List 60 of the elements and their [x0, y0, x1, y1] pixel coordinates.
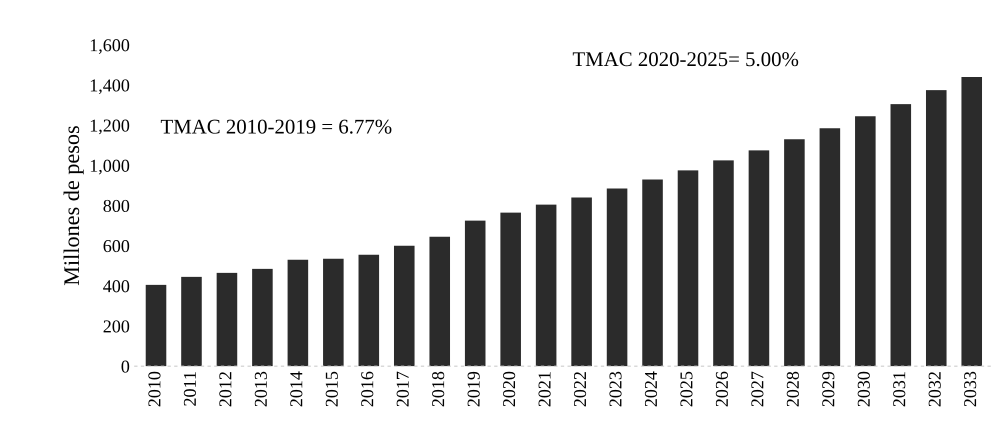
bar — [252, 268, 273, 366]
x-tick-label: 2017 — [396, 372, 409, 406]
x-tick-label: 2032 — [928, 372, 941, 406]
bar — [358, 254, 380, 366]
x-tick-label: 2033 — [964, 372, 976, 406]
bar — [642, 179, 663, 366]
y-axis-title: Millones de pesos — [64, 126, 84, 286]
bar — [464, 220, 486, 366]
x-tick-label: 2023 — [609, 372, 622, 406]
y-tick-label: 1,200 — [90, 120, 130, 134]
x-tick-label: 2019 — [468, 372, 480, 406]
x-tick-label: 2013 — [254, 372, 267, 406]
bar — [181, 276, 202, 366]
bar — [288, 260, 308, 366]
x-tick-label: 2015 — [326, 372, 338, 406]
bar — [820, 128, 840, 366]
bar — [890, 104, 912, 366]
y-tick-label: 200 — [104, 320, 130, 333]
annotation: TMAC 2020-2025= 5.00% — [572, 52, 798, 66]
bar — [429, 236, 450, 366]
x-tick-label: 2028 — [786, 372, 799, 406]
x-tick-label: 2029 — [822, 372, 834, 406]
bar — [394, 246, 415, 366]
bar — [571, 198, 592, 366]
bar — [323, 258, 344, 366]
x-tick-label: 2022 — [574, 372, 586, 406]
x-tick-label: 2026 — [716, 372, 728, 406]
x-tick-label: 2014 — [290, 371, 302, 406]
bar — [784, 139, 805, 366]
y-tick-label: 0 — [122, 360, 130, 373]
x-tick-label: 2031 — [893, 372, 906, 406]
bar — [961, 77, 982, 366]
bar — [926, 90, 947, 366]
y-tick-label: 800 — [103, 200, 130, 212]
x-tick-label: 2027 — [751, 372, 764, 406]
x-tick-label: 2021 — [538, 372, 551, 406]
x-tick-label: 2010 — [148, 372, 161, 406]
x-tick-label: 2016 — [361, 372, 374, 406]
bar — [146, 284, 166, 366]
x-tick-label: 2012 — [219, 372, 232, 406]
bar — [713, 160, 734, 366]
y-tick-label: 1,000 — [90, 160, 130, 174]
y-tick-label: 400 — [103, 280, 130, 292]
x-tick-label: 2018 — [432, 372, 444, 406]
bar — [678, 170, 698, 366]
annotation: TMAC 2010-2019 = 6.77% — [160, 120, 392, 134]
bar — [536, 204, 556, 366]
x-tick-label: 2020 — [503, 372, 516, 406]
x-tick-label: 2030 — [858, 372, 870, 406]
y-tick-label: 1,400 — [90, 79, 130, 94]
x-tick-label: 2025 — [680, 372, 693, 406]
y-tick-label: 1,600 — [90, 39, 130, 54]
bar — [748, 150, 770, 366]
x-tick-label: 2011 — [184, 372, 196, 406]
y-tick-label: 600 — [104, 240, 130, 252]
bar — [855, 116, 876, 366]
bar — [606, 188, 628, 366]
x-tick-label: 2024 — [644, 371, 658, 406]
bar — [500, 212, 521, 366]
bar — [216, 272, 238, 366]
